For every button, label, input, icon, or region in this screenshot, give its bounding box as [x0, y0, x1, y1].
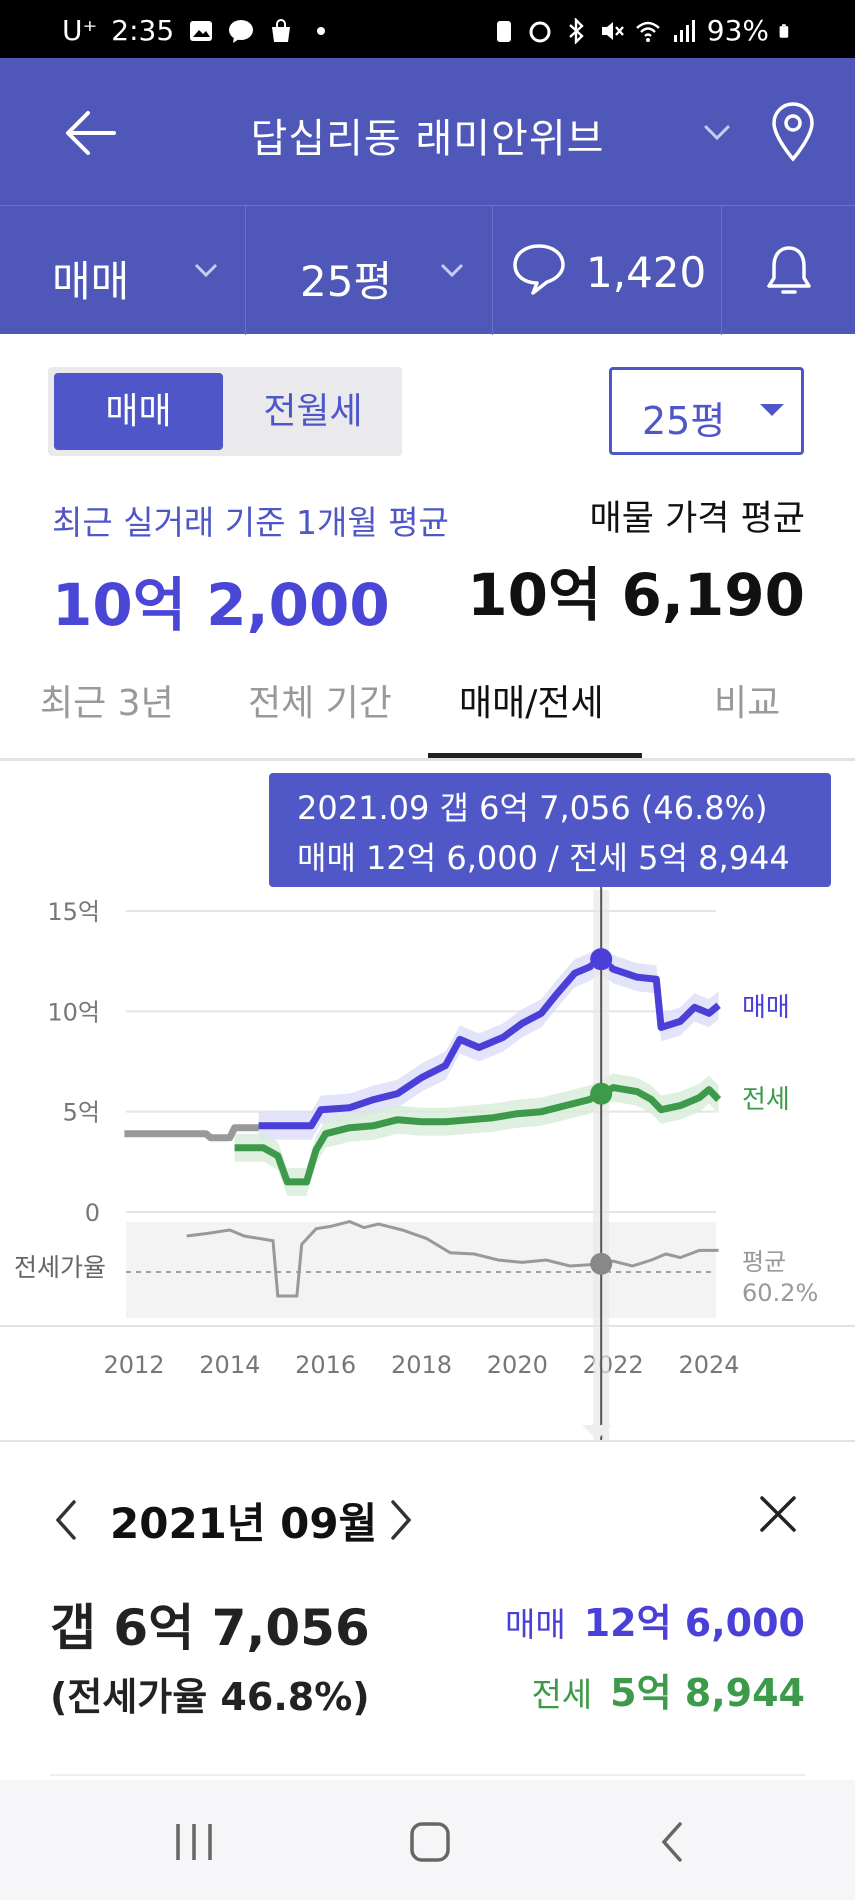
- recent-apps-icon[interactable]: [172, 1822, 216, 1862]
- x-tick-label: 2012: [103, 1351, 164, 1379]
- tooltip-pointer: [582, 1425, 612, 1440]
- speech-bubble-icon: [513, 244, 565, 295]
- notification-button[interactable]: [722, 206, 855, 335]
- avg-label: 평균: [742, 1248, 786, 1276]
- sale-label: 매매: [504, 1605, 566, 1644]
- map-pin-icon[interactable]: [768, 100, 818, 164]
- page-title[interactable]: 답십리동 래미안위브: [250, 116, 605, 162]
- back-nav-icon[interactable]: [654, 1818, 690, 1866]
- area-label: 25평: [300, 257, 393, 306]
- y-tick-label: 10억: [47, 998, 100, 1026]
- area-select[interactable]: 25평: [609, 367, 804, 455]
- trade-segment-control: 매매 전월세: [48, 367, 402, 456]
- chevron-right-icon[interactable]: [383, 1496, 419, 1544]
- chevron-left-icon[interactable]: [48, 1496, 84, 1544]
- alarm-icon: [529, 21, 551, 42]
- jeonse-highlight-dot: [590, 1082, 613, 1105]
- area-dropdown[interactable]: 25평: [246, 206, 493, 335]
- comments-button[interactable]: 1,420: [493, 206, 722, 335]
- segment-sale[interactable]: 매매: [54, 373, 223, 450]
- series-line: [258, 955, 721, 1130]
- divider: [50, 1774, 805, 1776]
- close-icon[interactable]: [756, 1492, 800, 1536]
- jeonse-ratio: (전세가율 46.8%): [50, 1675, 370, 1719]
- divider: [0, 1440, 855, 1442]
- back-arrow-icon[interactable]: [62, 108, 118, 158]
- selected-date: 2021년 09월: [110, 1499, 378, 1548]
- gallery-icon: [190, 20, 213, 41]
- y-tick-label: 15억: [47, 898, 100, 926]
- recent-average-label: 최근 실거래 기준 1개월 평균: [52, 503, 449, 542]
- home-icon[interactable]: [408, 1820, 452, 1864]
- dot-icon: [317, 26, 326, 35]
- sale-highlight-dot: [590, 948, 613, 971]
- caret-down-icon: [760, 404, 784, 416]
- y-tick-label: 0: [85, 1199, 100, 1227]
- x-tick-label: 2016: [295, 1351, 356, 1379]
- bell-icon: [767, 246, 811, 294]
- price-chart-svg: 15억 10억 5억 0 2012 2014 2016 2018 2020 2022 2024 전…: [0, 759, 855, 1440]
- trade-type-label: 매매: [52, 257, 130, 306]
- filter-bar: 매매 25평 1,420: [0, 205, 855, 335]
- listing-average-value: 10억 6,190: [467, 561, 805, 629]
- tab-compare[interactable]: 비교: [714, 683, 781, 724]
- ratio-highlight-dot: [590, 1252, 613, 1275]
- sale-price-row: 매매 12억 6,000: [505, 1592, 805, 1647]
- listing-average-label: 매물 가격 평균: [589, 499, 805, 539]
- trade-type-dropdown[interactable]: 매매: [0, 206, 246, 335]
- sale-value: 12억 6,000: [583, 1601, 805, 1645]
- battery-icon: [779, 23, 789, 38]
- area-select-value: 25평: [642, 399, 726, 443]
- chevron-down-icon[interactable]: [700, 118, 734, 148]
- series-line: [124, 1124, 259, 1142]
- recent-average-value: 10억 2,000: [52, 571, 390, 639]
- battery-saver-icon: [496, 20, 511, 42]
- avg-value: 60.2%: [742, 1279, 818, 1307]
- carrier-label: U⁺: [62, 14, 98, 47]
- shopping-bag-icon: [272, 18, 291, 42]
- x-tick-label: 2024: [678, 1351, 739, 1379]
- battery-percent: 93%: [706, 14, 769, 47]
- jeonse-price-row: 전세 5억 8,944: [531, 1662, 805, 1717]
- price-chart[interactable]: 15억 10억 5억 0 2012 2014 2016 2018 2020 2022 2024 전…: [0, 759, 855, 1440]
- series-line: [234, 1084, 722, 1186]
- tab-all-period[interactable]: 전체 기간: [248, 683, 392, 724]
- x-tick-label: 2020: [487, 1351, 548, 1379]
- system-nav-bar: [0, 1780, 855, 1900]
- period-tabs: 최근 3년 전체 기간 매매/전세 비교: [0, 650, 855, 760]
- tab-recent-3y[interactable]: 최근 3년: [40, 683, 174, 724]
- jeonse-label: 전세: [531, 1675, 593, 1714]
- comment-count: 1,420: [586, 248, 707, 297]
- tab-sale-jeonse[interactable]: 매매/전세: [459, 683, 604, 724]
- segment-rent[interactable]: 전월세: [263, 391, 363, 432]
- x-tick-label: 2018: [391, 1351, 452, 1379]
- app-header: 답십리동 래미안위브: [0, 58, 855, 205]
- chevron-down-icon: [440, 263, 464, 278]
- gap-value: 갭 6억 7,056: [50, 1599, 370, 1657]
- bluetooth-icon: [568, 17, 584, 44]
- active-tab-indicator: [428, 753, 642, 758]
- tooltip-line-2: 매매 12억 6,000 / 전세 5억 8,944: [297, 839, 790, 877]
- ratio-line: [186, 1220, 719, 1298]
- tooltip-line-1: 2021.09 갭 6억 7,056 (46.8%): [297, 789, 768, 827]
- talk-icon: [229, 19, 254, 43]
- ratio-label: 전세가율: [14, 1253, 106, 1282]
- chart-tooltip: 2021.09 갭 6억 7,056 (46.8%) 매매 12억 6,000 …: [269, 773, 831, 887]
- x-tick-label: 2022: [583, 1351, 644, 1379]
- status-bar: U⁺ 2:35 93%: [0, 0, 855, 58]
- signal-icon: [673, 19, 695, 42]
- y-tick-label: 5억: [63, 1099, 100, 1127]
- mute-icon: [601, 21, 624, 40]
- wifi-icon: [635, 21, 660, 42]
- jeonse-value: 5억 8,944: [610, 1671, 805, 1715]
- chevron-down-icon: [194, 263, 218, 278]
- series-label-sale: 매매: [742, 993, 790, 1023]
- clock: 2:35: [111, 14, 175, 47]
- series-label-jeonse: 전세: [742, 1085, 790, 1115]
- x-tick-label: 2014: [199, 1351, 260, 1379]
